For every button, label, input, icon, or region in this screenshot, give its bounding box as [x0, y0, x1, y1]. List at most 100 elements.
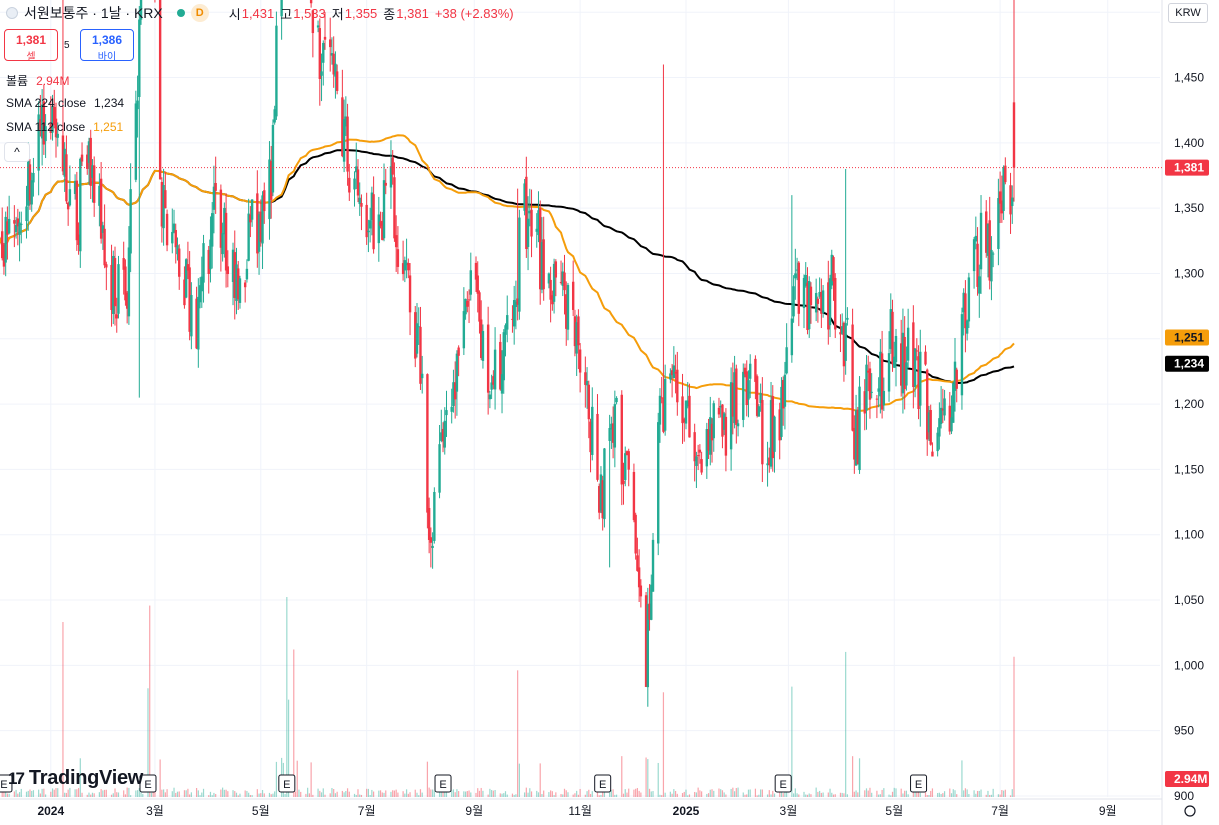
candle-body: [110, 264, 113, 311]
volume-bar: [13, 791, 15, 797]
candle: [474, 256, 478, 292]
candle-body: [622, 480, 625, 484]
candle-body: [903, 336, 906, 390]
candle: [171, 208, 174, 254]
candle: [736, 419, 740, 437]
volume-bar: [1011, 789, 1013, 797]
candle-body: [490, 382, 493, 390]
collapse-legend-button[interactable]: ^: [4, 142, 30, 162]
earnings-marker[interactable]: [434, 774, 452, 793]
indicator-sma112[interactable]: SMA 112 close 1,251: [6, 120, 123, 134]
candle-body: [381, 220, 384, 240]
candle: [707, 418, 710, 459]
candle: [894, 328, 898, 387]
candle: [868, 361, 872, 419]
volume-bar: [312, 794, 314, 797]
candle-body: [342, 119, 346, 162]
earnings-marker[interactable]: [139, 774, 157, 793]
volume-bar: [173, 787, 175, 797]
volume-bar: [93, 793, 95, 797]
candle-body: [332, 53, 335, 75]
candle: [530, 189, 533, 258]
volume-bar: [638, 790, 640, 797]
candle-body: [719, 405, 722, 408]
symbol-title[interactable]: 서원보통주 · 1날 · KRX: [24, 5, 163, 21]
candle: [2, 242, 6, 275]
candle-body: [474, 262, 478, 280]
candle-body: [480, 319, 483, 358]
candle-body: [98, 185, 101, 206]
volume-bar: [562, 794, 564, 797]
candle: [858, 376, 861, 474]
volume-bar: [211, 795, 213, 797]
candle: [504, 323, 507, 357]
data-badge[interactable]: D: [190, 4, 209, 22]
candle-body: [566, 284, 570, 330]
candle-body: [355, 166, 358, 173]
candle: [578, 343, 582, 393]
volume-bar: [697, 787, 699, 797]
candle: [480, 300, 483, 361]
tradingview-logo[interactable]: 17 TradingView: [8, 767, 143, 790]
candle-body: [681, 396, 684, 424]
volume-bar: [683, 791, 685, 797]
volume-bar: [53, 789, 55, 797]
volume-bar: [980, 789, 982, 797]
volume-bar: [912, 789, 914, 797]
volume-bar: [294, 791, 297, 797]
close-label: 종: [383, 6, 396, 22]
earnings-marker[interactable]: [910, 774, 928, 793]
currency-selector[interactable]: KRW: [1168, 3, 1208, 23]
volume-bar: [183, 790, 186, 797]
settings-icon[interactable]: [1184, 805, 1196, 817]
candle: [370, 186, 374, 236]
candle-body: [561, 271, 564, 286]
volume-bar: [499, 793, 501, 797]
candle: [335, 64, 339, 95]
volume-bar: [645, 757, 647, 797]
candle: [856, 406, 860, 465]
volume-bar: [15, 789, 17, 797]
volume-bar: [201, 792, 203, 797]
candle-body: [889, 309, 892, 349]
earnings-marker[interactable]: [594, 774, 612, 793]
earnings-marker[interactable]: [278, 774, 296, 793]
price-tick-label: 1,050: [1174, 593, 1204, 607]
earnings-marker[interactable]: [0, 774, 13, 793]
volume-bar: [721, 790, 724, 797]
volume-bar: [270, 794, 272, 797]
candle-body: [939, 407, 943, 424]
volume-bar: [428, 787, 430, 797]
buy-button[interactable]: 1,386 바이: [80, 29, 134, 63]
candle: [816, 296, 820, 323]
volume-bar: [421, 792, 423, 797]
candle-body: [683, 419, 686, 423]
candle: [684, 400, 688, 430]
volume-bar: [786, 788, 788, 797]
volume-bar: [150, 792, 153, 797]
candle-body: [401, 263, 405, 275]
candle: [401, 240, 405, 281]
candle: [219, 184, 223, 272]
candle-body: [462, 311, 466, 349]
candle-body: [353, 178, 356, 190]
candle-body: [518, 217, 521, 312]
volume-bar: [718, 788, 720, 797]
candle-body: [226, 266, 230, 275]
candle-body: [624, 453, 627, 481]
candle-body: [955, 369, 958, 389]
indicator-sma224[interactable]: SMA 224 close 1,234: [6, 96, 124, 110]
indicator-volume[interactable]: 볼륨 2.94M: [6, 72, 69, 89]
candle-body: [209, 239, 212, 270]
volume-bar: [336, 791, 338, 797]
candle-body: [780, 386, 783, 437]
candle-body: [443, 420, 446, 448]
candle-body: [901, 332, 905, 394]
sell-button[interactable]: 1,381 셀: [4, 29, 58, 63]
time-tick-label: 5월: [252, 804, 270, 818]
candle: [912, 305, 915, 409]
candle: [1000, 175, 1004, 223]
earnings-marker[interactable]: [774, 774, 792, 793]
candle: [1009, 172, 1012, 234]
